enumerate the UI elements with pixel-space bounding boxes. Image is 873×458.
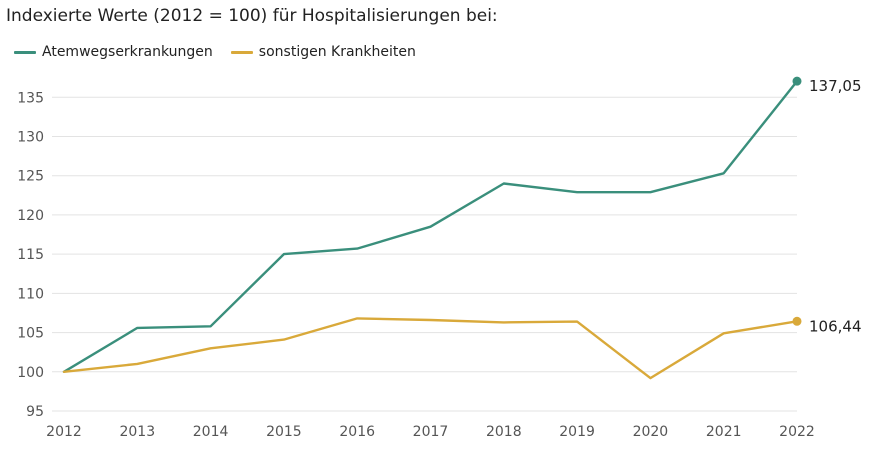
chart-title: Indexierte Werte (2012 = 100) für Hospit…: [6, 6, 498, 26]
y-tick-label-100: 100: [17, 365, 44, 381]
x-tick-label-2017: 2017: [413, 424, 449, 440]
x-tick-label-2015: 2015: [266, 424, 302, 440]
y-tick-label-115: 115: [17, 247, 44, 263]
series-endpoint-atemwegserkrankungen: [792, 76, 802, 86]
x-tick-label-2013: 2013: [119, 424, 155, 440]
y-tick-label-105: 105: [17, 326, 44, 342]
end-value-label-atemwegserkrankungen: 137,05: [809, 77, 862, 95]
legend-item-atemwegserkrankungen: Atemwegserkrankungen: [14, 44, 213, 60]
legend: Atemwegserkrankungen sonstigen Krankheit…: [14, 44, 434, 60]
y-tick-label-95: 95: [26, 404, 44, 420]
y-tick-label-120: 120: [17, 208, 44, 224]
x-tick-label-2020: 2020: [633, 424, 669, 440]
legend-label-atemwegserkrankungen: Atemwegserkrankungen: [42, 44, 213, 60]
series-endpoint-sonstigen-krankheiten: [792, 316, 802, 326]
end-value-label-sonstigen-krankheiten: 106,44: [809, 317, 862, 335]
y-tick-label-135: 135: [17, 90, 44, 106]
legend-label-sonstigen-krankheiten: sonstigen Krankheiten: [258, 44, 416, 60]
x-tick-label-2016: 2016: [339, 424, 375, 440]
series-line-sonstigen-krankheiten: [62, 317, 799, 380]
y-tick-label-125: 125: [17, 169, 44, 185]
x-tick-label-2014: 2014: [193, 424, 229, 440]
legend-swatch-atemwegserkrankungen: [14, 50, 36, 54]
x-tick-label-2019: 2019: [559, 424, 595, 440]
x-tick-label-2012: 2012: [46, 424, 82, 440]
x-tick-label-2022: 2022: [779, 424, 815, 440]
y-tick-label-110: 110: [17, 286, 44, 302]
x-tick-label-2021: 2021: [706, 424, 742, 440]
legend-swatch-sonstigen-krankheiten: [230, 50, 253, 54]
x-tick-label-2018: 2018: [486, 424, 522, 440]
legend-item-sonstigen-krankheiten: sonstigen Krankheiten: [230, 44, 416, 60]
series-line-atemwegserkrankungen: [62, 79, 799, 373]
y-tick-label-130: 130: [17, 129, 44, 145]
